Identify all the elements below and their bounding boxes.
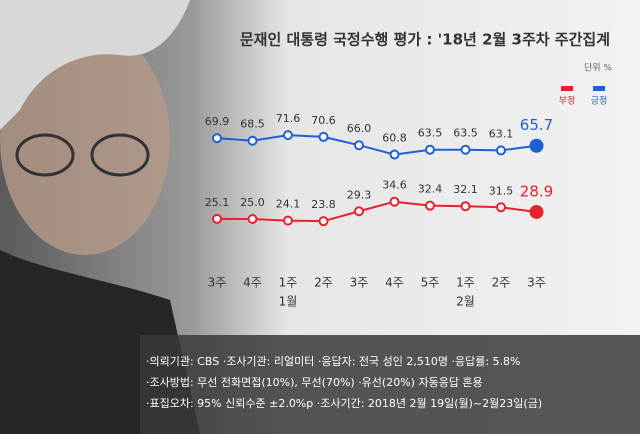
value-label: 63.5	[453, 127, 478, 140]
point	[247, 214, 258, 224]
series-line	[216, 200, 537, 223]
point	[425, 200, 435, 211]
x-tick-label: 1주	[279, 276, 298, 290]
value-label: 29.3	[347, 188, 372, 201]
point	[247, 135, 258, 146]
value-label: 31.5	[489, 184, 514, 197]
value-label: 69.9	[205, 115, 230, 128]
note: ·표집오차: 95% 신뢰수준 ±2.0%p ·조사기간: 2018년 2월 1…	[146, 396, 542, 410]
value-label: 71.6	[276, 112, 301, 125]
value-label: 32.4	[418, 183, 443, 196]
x-tick-label: 5주	[421, 276, 440, 290]
x-tick-label: 1주	[456, 276, 475, 290]
portrait	[0, 0, 200, 434]
point	[318, 216, 329, 227]
x-tick-label: 3주	[350, 276, 369, 290]
x-tick-label: 3주	[527, 276, 546, 290]
value-label: 25.1	[205, 196, 230, 209]
point	[212, 133, 222, 144]
point	[354, 140, 364, 151]
month-label: 1월	[279, 295, 298, 309]
point	[529, 204, 544, 219]
value-label: 32.1	[453, 183, 478, 196]
chart-title: 문재인 대통령 국정수행 평가 : '18년 2월 3주차 주간집계	[240, 31, 610, 49]
legend-label: 긍정	[591, 96, 608, 107]
value-label: 63.1	[489, 127, 514, 140]
point	[460, 201, 471, 212]
note: ·조사방법: 무선 전화면접(10%), 무선(70%) ·유선(20%) 자동…	[146, 376, 483, 389]
point	[283, 215, 293, 226]
x-tick-label: 4주	[385, 276, 404, 290]
point	[389, 149, 400, 160]
value-label: 24.1	[276, 198, 301, 211]
point	[496, 145, 506, 156]
point	[389, 196, 400, 207]
value-label: 63.5	[418, 127, 443, 140]
x-tick-label: 4주	[243, 276, 262, 290]
legend-label: 부정	[559, 96, 576, 107]
x-tick-label: 3주	[208, 276, 227, 290]
value-label: 28.9	[520, 182, 553, 200]
month-label: 2월	[456, 295, 475, 309]
value-label: 23.8	[311, 198, 336, 211]
value-label: 68.5	[240, 118, 265, 131]
x-tick-label: 2주	[314, 276, 333, 290]
value-label: 25.0	[240, 196, 265, 209]
value-label: 66.0	[347, 122, 372, 135]
value-label: 70.6	[311, 114, 336, 127]
notes-box	[140, 335, 640, 434]
point	[425, 144, 435, 155]
point	[318, 131, 329, 142]
value-label: 65.7	[520, 116, 553, 134]
point	[496, 202, 506, 213]
point	[460, 144, 471, 155]
value-label: 34.6	[382, 179, 407, 192]
point	[283, 130, 293, 141]
point	[212, 213, 222, 224]
point	[529, 138, 544, 153]
x-tick-label: 2주	[492, 276, 511, 290]
series-line	[216, 134, 537, 156]
legend-swatch	[561, 86, 573, 91]
note: ·의뢰기관: CBS ·조사기관: 리얼미터 ·응답자: 전국 성인 2,510…	[146, 354, 521, 368]
point	[354, 206, 364, 217]
value-label: 60.8	[382, 132, 407, 145]
unit-label: 단위 %	[584, 63, 612, 74]
legend-swatch	[593, 86, 605, 91]
